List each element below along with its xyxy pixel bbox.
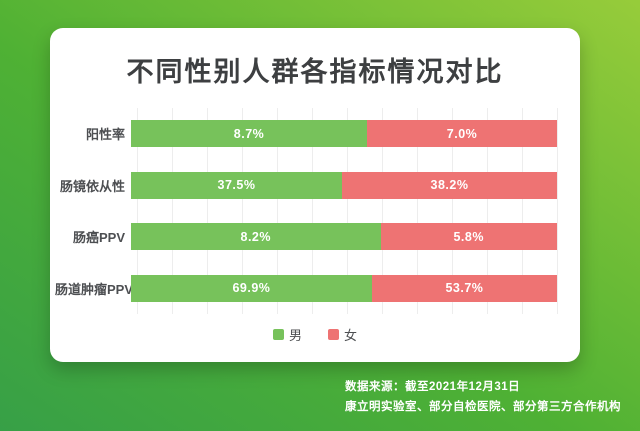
category-label: 肠癌PPV (72, 230, 125, 246)
bar-track: 37.5% 38.2% (131, 171, 557, 199)
female-bar-segment: 38.2% (342, 171, 557, 199)
value-label: 8.2% (240, 229, 271, 244)
legend-item-female: 女 (328, 325, 357, 344)
gridline (242, 108, 243, 314)
chart-card: 不同性别人群各指标情况对比 阳性率 8.7% 7.0% 肠镜依从性 37.5% 38.2%… (50, 28, 580, 362)
gridline (452, 108, 453, 314)
male-bar-segment: 69.9% (131, 274, 372, 302)
chart-row: 肠癌PPV 8.2% 5.8% (55, 211, 557, 263)
male-bar-segment: 8.7% (131, 120, 368, 148)
female-bar-segment: 5.8% (380, 223, 557, 251)
gridline (312, 108, 313, 314)
value-label: 7.0% (446, 126, 478, 141)
bar-track: 8.7% 7.0% (131, 120, 557, 148)
chart-area: 阳性率 8.7% 7.0% 肠镜依从性 37.5% 38.2% 肠癌PPV 8.2% 5.8% 肠… (55, 108, 558, 314)
gridline (522, 108, 523, 314)
legend-item-male: 男 (272, 325, 302, 344)
legend: 男 女 (50, 325, 580, 344)
gridline (171, 108, 173, 314)
bar-track: 8.2% 5.8% (131, 223, 557, 251)
gridline (206, 108, 208, 314)
category-label: 肠道肿瘤PPV (55, 281, 134, 297)
value-label: 69.9% (232, 281, 271, 296)
female-bar-segment: 7.0% (367, 120, 557, 148)
value-label: 37.5% (217, 178, 256, 193)
bar-rows: 阳性率 8.7% 7.0% 肠镜依从性 37.5% 38.2% 肠癌PPV 8.2% 5.8% 肠… (55, 108, 557, 314)
source-line-2: 康立明实验室、部分自检医院、部分第三方合作机构 (345, 401, 621, 413)
gridline (276, 108, 278, 314)
female-color-swatch (328, 329, 339, 340)
gridline (557, 108, 558, 314)
legend-label-male: 男 (288, 328, 302, 343)
gridline (416, 108, 418, 314)
data-source: 数据来源：截至2021年12月31日 康立明实验室、部分自检医院、部分第三方合作… (345, 377, 621, 417)
chart-row: 阳性率 8.7% 7.0% (55, 108, 557, 160)
gridline (137, 108, 138, 314)
gridlines (137, 108, 558, 314)
chart-row: 肠道肿瘤PPV 69.9% 53.7% (55, 263, 557, 315)
category-label: 肠镜依从性 (59, 178, 125, 194)
value-label: 5.8% (453, 229, 484, 244)
value-label: 53.7% (445, 281, 484, 296)
gridline (382, 108, 383, 314)
gridline (487, 108, 488, 314)
male-bar-segment: 37.5% (131, 171, 343, 199)
category-label: 阳性率 (85, 127, 125, 143)
value-label: 8.7% (233, 126, 265, 141)
female-bar-segment: 53.7% (371, 274, 557, 302)
chart-title: 不同性别人群各指标情况对比 (126, 57, 504, 87)
chart-row: 肠镜依从性 37.5% 38.2% (55, 160, 557, 212)
source-line-1: 数据来源：截至2021年12月31日 (345, 381, 521, 393)
gridline (347, 108, 348, 314)
bar-track: 69.9% 53.7% (131, 274, 557, 302)
male-bar-segment: 8.2% (131, 223, 381, 251)
legend-label-female: 女 (344, 328, 358, 343)
male-color-swatch (272, 329, 284, 340)
value-label: 38.2% (430, 178, 469, 193)
